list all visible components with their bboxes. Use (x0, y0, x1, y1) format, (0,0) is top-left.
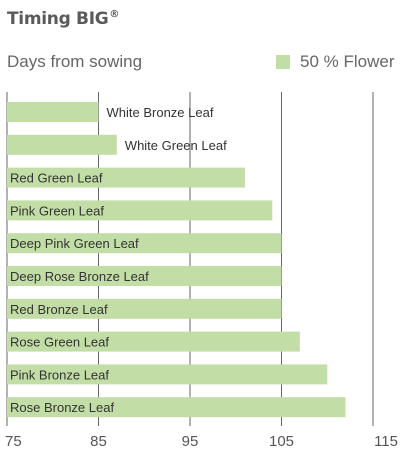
bar-label: White Bronze Leaf (107, 105, 214, 120)
bar-label: Deep Pink Green Leaf (10, 236, 139, 251)
bar (7, 397, 346, 418)
bar-label: White Green Leaf (125, 138, 227, 153)
x-tick-label: 105 (269, 433, 294, 450)
bar (7, 134, 117, 155)
bar-label: Red Bronze Leaf (10, 302, 108, 317)
x-tick-label: 115 (374, 433, 398, 450)
bar (7, 233, 282, 254)
x-tick-label: 95 (182, 433, 199, 450)
registered-mark: ® (109, 9, 120, 21)
chart-subtitle: Days from sowing (7, 52, 143, 71)
legend-swatch (276, 55, 290, 69)
bar (7, 364, 328, 385)
bar (7, 102, 99, 122)
bar (7, 167, 245, 188)
bar (7, 298, 282, 319)
legend-label: 50 % Flower (300, 52, 395, 71)
x-axis-ticks: 75 85 95 105 115 (5, 433, 398, 450)
bar-label: Deep Rose Bronze Leaf (10, 269, 149, 284)
bar-label: Rose Bronze Leaf (10, 400, 114, 415)
bar-label: Rose Green Leaf (10, 335, 109, 350)
bar-label: Pink Bronze Leaf (10, 367, 109, 382)
bar-label: Pink Green Leaf (10, 203, 104, 218)
x-tick-label: 85 (90, 433, 107, 450)
chart-title: Timing BIG® (7, 9, 119, 29)
x-tick-label: 75 (5, 433, 22, 450)
bar (7, 266, 282, 286)
bar (7, 331, 300, 352)
bar-layer (7, 102, 346, 418)
legend: 50 % Flower (276, 52, 394, 72)
label-layer: White Bronze Leaf White Green Leaf Red Gre… (10, 105, 227, 415)
chart-title-text: Timing BIG (7, 9, 109, 29)
bar-label: Red Green Leaf (10, 171, 103, 186)
bar (7, 200, 273, 221)
